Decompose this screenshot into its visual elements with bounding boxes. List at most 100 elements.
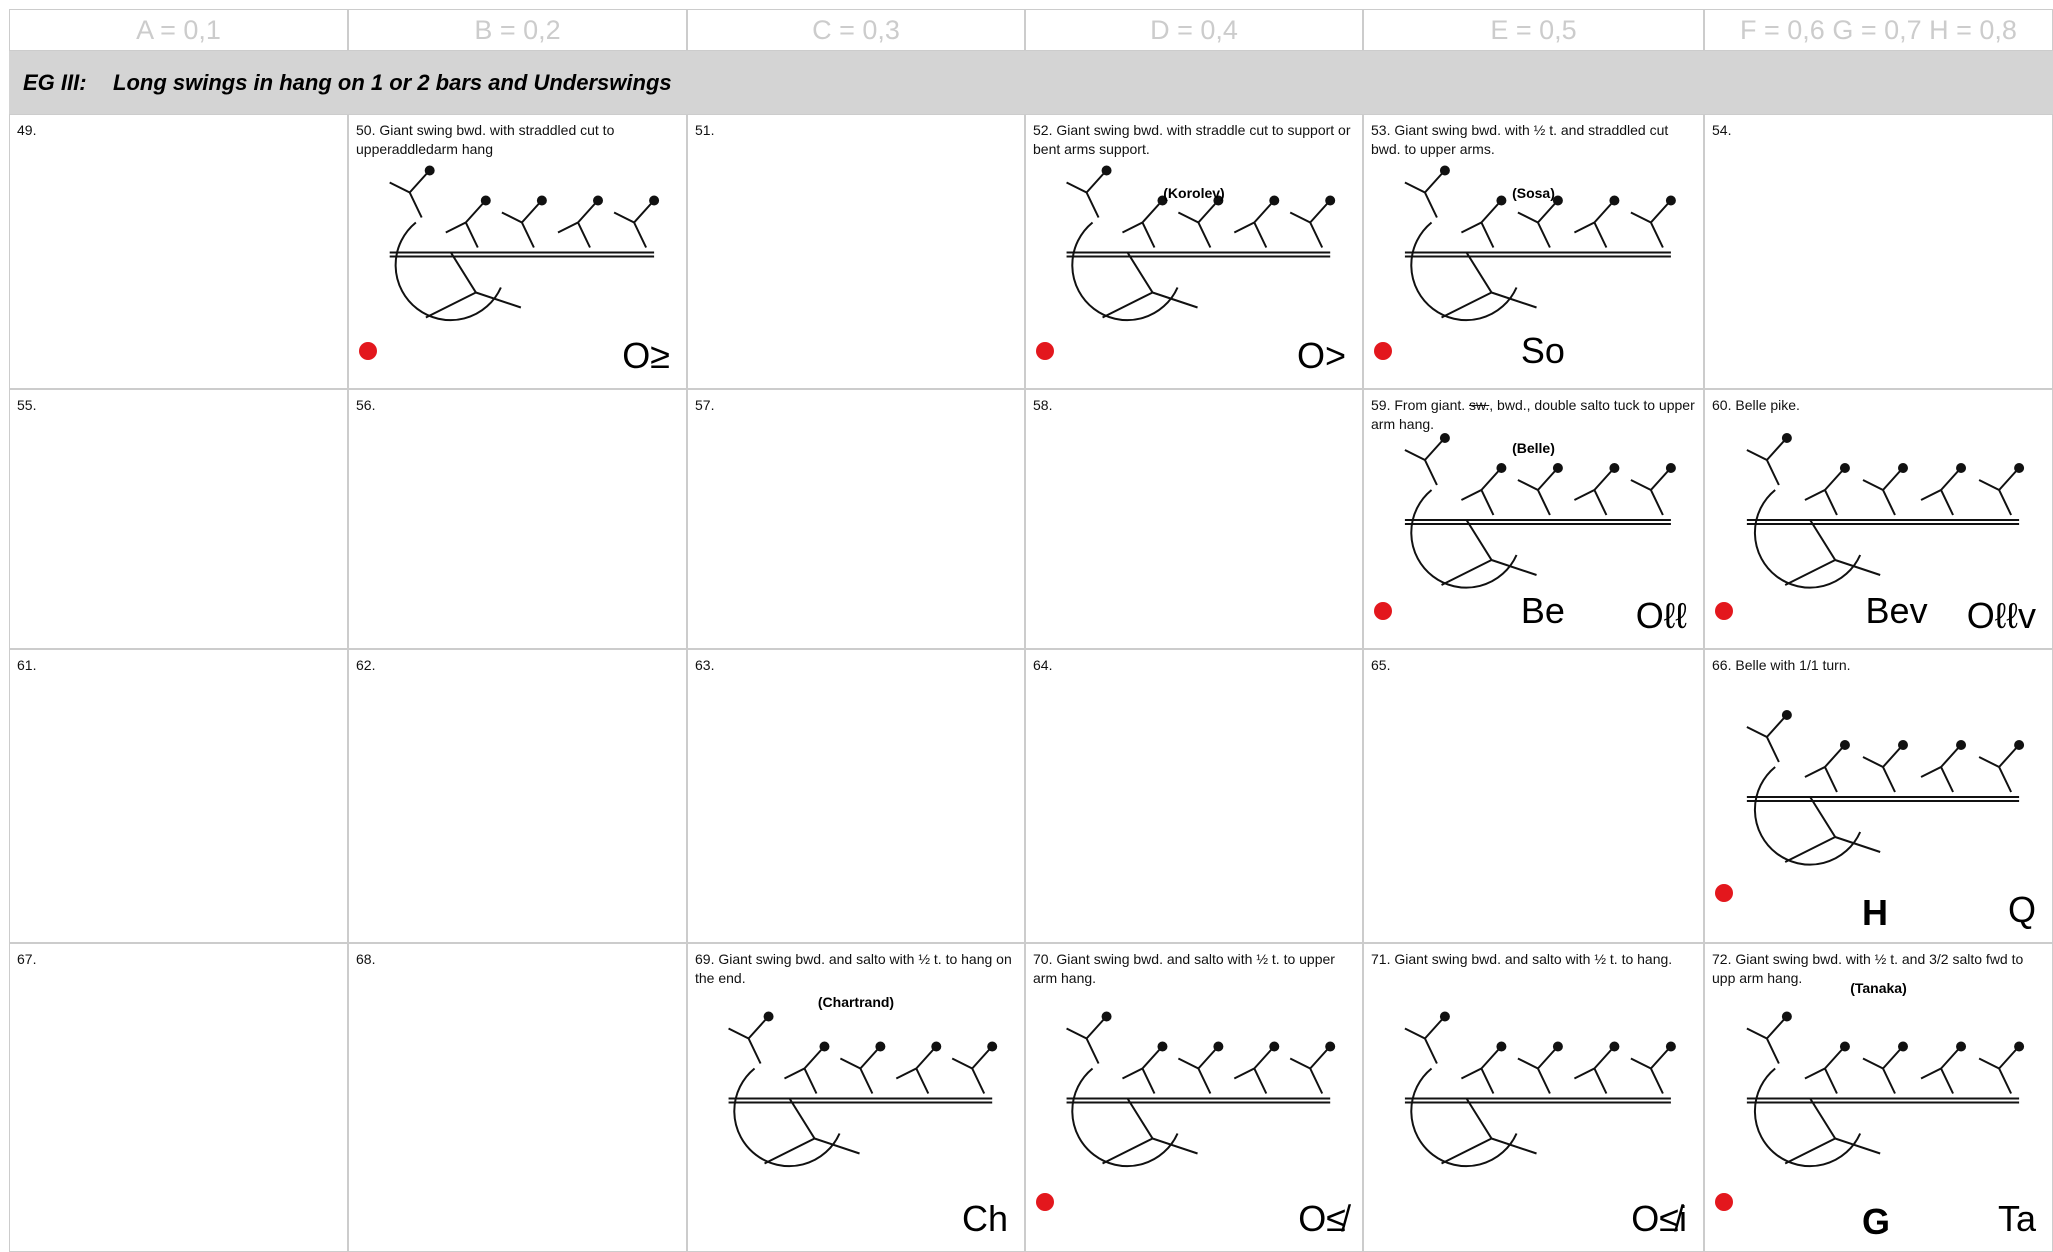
figure-head	[1157, 195, 1168, 206]
figure-stroke	[1630, 1047, 1670, 1094]
element-text: 67.	[17, 951, 37, 967]
figure-stroke	[1804, 469, 1844, 516]
element-text: 61.	[17, 657, 37, 673]
figure-head	[1897, 463, 1908, 473]
figure-stroke	[1517, 469, 1557, 516]
figure-stroke	[1460, 469, 1501, 516]
code: Bev	[1865, 590, 1928, 631]
element-text: 54.	[1712, 122, 1732, 138]
illustration	[1746, 1011, 2025, 1168]
table-cell: 65.	[1363, 649, 1704, 943]
figure-head	[2014, 463, 2025, 473]
element-text: 55.	[17, 397, 37, 413]
red-dot	[359, 342, 377, 360]
figure-stroke	[1517, 201, 1557, 248]
table-cell: 63.	[687, 649, 1025, 943]
table-cell: 72. Giant swing bwd. with ½ t. and 3/2 s…	[1704, 943, 2053, 1252]
red-dot	[1374, 602, 1392, 620]
figure-head	[1897, 740, 1908, 750]
figure-stroke	[1233, 201, 1274, 248]
illustration	[389, 165, 660, 322]
figure-head	[1956, 1041, 1967, 1052]
figure-head	[1439, 1011, 1450, 1022]
table-cell: 50. Giant swing bwd. with straddled cut …	[348, 114, 687, 389]
figure-head	[1897, 1041, 1908, 1052]
figure-stroke	[1102, 1097, 1198, 1165]
gymnast-name: (Sosa)	[1512, 185, 1555, 201]
figure-stroke	[1978, 1047, 2018, 1094]
figure-head	[1781, 1011, 1792, 1022]
figure-head	[2014, 740, 2025, 750]
element-text: 50. Giant swing bwd. with straddled cut …	[356, 122, 615, 157]
figure-head	[1325, 1041, 1336, 1052]
figure-head	[424, 165, 435, 176]
figure-stroke	[613, 201, 653, 248]
figure-head	[1609, 463, 1620, 473]
element-text: 58.	[1033, 397, 1053, 413]
text-part: , bwd., double salto tuck to upper arm h…	[1371, 397, 1695, 432]
table-cell: 60. Belle pike. Oℓℓv Bev	[1704, 389, 2053, 649]
figure-stroke	[445, 201, 485, 248]
table-cell: 68.	[348, 943, 687, 1252]
figure-stroke	[1862, 1047, 1902, 1094]
code: So	[1520, 330, 1565, 371]
element-text: 53. Giant swing bwd. with ½ t. and strad…	[1371, 122, 1669, 157]
element-text: 49.	[17, 122, 37, 138]
figure-stroke	[1746, 439, 1786, 486]
figure-stroke	[1920, 1047, 1960, 1094]
element-text: 56.	[356, 397, 376, 413]
figure-head	[1439, 433, 1450, 443]
element-text: 66. Belle with 1/1 turn.	[1712, 657, 1851, 673]
figure-stroke	[1753, 1067, 1862, 1168]
figure-head	[480, 195, 491, 206]
figure-stroke	[1177, 1047, 1218, 1094]
figure-stroke	[1289, 201, 1329, 248]
figure-stroke	[1804, 1047, 1844, 1094]
column-header: B = 0,2	[348, 9, 687, 51]
table-cell: 51.	[687, 114, 1025, 389]
figure-stroke	[1410, 221, 1518, 322]
figure-head	[1552, 195, 1563, 206]
figure-head	[1839, 463, 1850, 473]
table-cell: 54.	[1704, 114, 2053, 389]
figure-stroke	[1746, 716, 1786, 763]
element-text: 52. Giant swing bwd. with straddle cut t…	[1033, 122, 1351, 157]
figure-head	[592, 195, 603, 206]
illustration	[1746, 433, 2025, 589]
figure-head	[1213, 195, 1224, 206]
table-cell: 67.	[9, 943, 348, 1252]
figure-stroke	[1071, 221, 1179, 322]
element-text: 72. Giant swing bwd. with ½ t. and 3/2 s…	[1712, 951, 2024, 986]
red-dot	[1374, 342, 1392, 360]
figure-head	[1101, 165, 1112, 176]
figure-head	[1325, 195, 1336, 206]
figure-stroke	[1573, 1047, 1614, 1094]
figure-stroke	[1410, 1067, 1518, 1168]
symbol: Oℓℓ	[1635, 595, 1687, 636]
figure-stroke	[1862, 469, 1902, 516]
figure-head	[931, 1041, 942, 1052]
figure-stroke	[1460, 201, 1501, 248]
figure-stroke	[1289, 1047, 1329, 1094]
red-dot	[1036, 342, 1054, 360]
element-text: 69. Giant swing bwd. and salto with ½ t.…	[695, 951, 1012, 986]
red-dot	[1715, 1193, 1733, 1211]
figure-head	[1956, 740, 1967, 750]
figure-stroke	[1804, 746, 1844, 793]
figure-stroke	[839, 1047, 880, 1094]
figure-stroke	[1441, 519, 1537, 586]
figure-stroke	[1573, 469, 1614, 516]
gymnast-name: (Tanaka)	[1850, 980, 1907, 996]
illustration	[728, 1011, 998, 1168]
element-text: 64.	[1033, 657, 1053, 673]
table-cell: 52. Giant swing bwd. with straddle cut t…	[1025, 114, 1363, 389]
column-header: E = 0,5	[1363, 9, 1704, 51]
value-letter: G	[1862, 1201, 1891, 1242]
element-text: 65.	[1371, 657, 1391, 673]
illustration	[1404, 433, 1676, 589]
table-cell: 55.	[9, 389, 348, 649]
gymnast-name: (Chartrand)	[817, 994, 895, 1010]
symbol: Ch	[961, 1198, 1008, 1239]
figure-head	[1157, 1041, 1168, 1052]
figure-stroke	[1122, 1047, 1162, 1094]
